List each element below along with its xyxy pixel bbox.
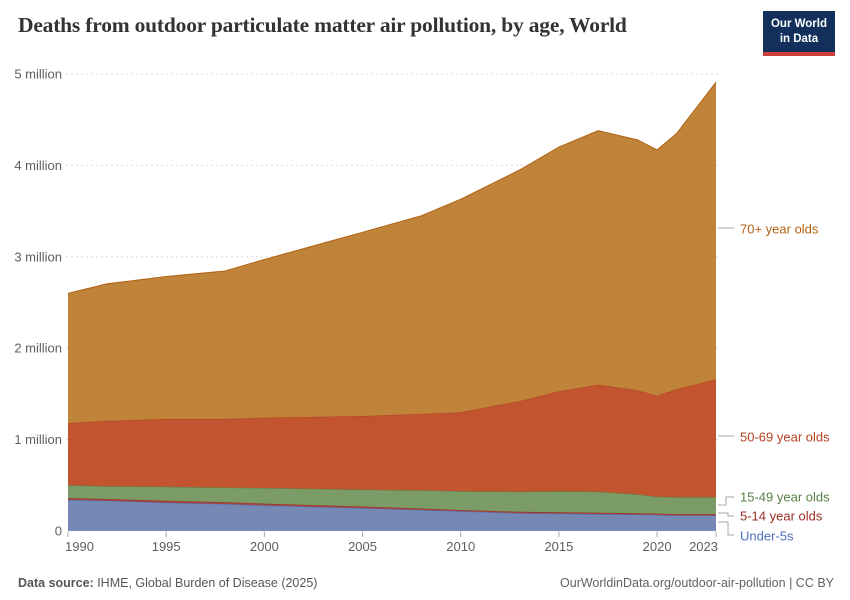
x-axis-label-1995: 1995 xyxy=(152,539,181,554)
legend-connector-under-5s xyxy=(718,521,734,536)
y-axis-label-0: 0 xyxy=(55,524,62,539)
y-axis-label-1: 1 million xyxy=(14,432,62,447)
area-70-year-olds[interactable] xyxy=(68,82,716,424)
owid-logo-line2: in Data xyxy=(779,32,819,45)
x-axis-label-2020: 2020 xyxy=(643,539,672,554)
license-label[interactable]: CC BY xyxy=(795,576,834,590)
data-source-text: IHME, Global Burden of Disease (2025) xyxy=(93,576,318,590)
x-axis-label-2000: 2000 xyxy=(250,539,279,554)
data-source: Data source: IHME, Global Burden of Dise… xyxy=(18,576,317,590)
y-axis-label-5: 5 million xyxy=(14,67,62,82)
owid-logo-line1: Our World xyxy=(770,18,827,30)
x-axis-label-2010: 2010 xyxy=(446,539,475,554)
x-axis-label-2023: 2023 xyxy=(689,539,718,554)
page-title: Deaths from outdoor particulate matter a… xyxy=(18,13,627,37)
owid-url-link[interactable]: OurWorldinData.org/outdoor-air-pollution xyxy=(560,576,786,590)
legend-connector-5-14-year-olds xyxy=(718,512,734,517)
footer-attribution: OurWorldinData.org/outdoor-air-pollution… xyxy=(560,576,834,590)
legend-label-15-49-year-olds[interactable]: 15-49 year olds xyxy=(740,490,830,505)
area-under-5s[interactable] xyxy=(68,499,716,531)
legend-connector-15-49-year-olds xyxy=(718,496,734,506)
y-axis-label-2: 2 million xyxy=(14,341,62,356)
data-source-label: Data source: xyxy=(18,576,94,590)
legend-label-5-14-year-olds[interactable]: 5-14 year olds xyxy=(740,509,823,524)
area-50-69-year-olds[interactable] xyxy=(68,379,716,498)
boundary-70-year-olds xyxy=(67,81,717,294)
license-separator: | xyxy=(785,576,796,590)
legend-label-under-5s[interactable]: Under-5s xyxy=(740,529,794,544)
y-axis-label-4: 4 million xyxy=(14,158,62,173)
x-axis-label-2005: 2005 xyxy=(348,539,377,554)
y-axis-label-3: 3 million xyxy=(14,249,62,264)
x-axis-label-2015: 2015 xyxy=(544,539,573,554)
x-axis-label-1990: 1990 xyxy=(65,539,94,554)
owid-logo[interactable]: Our World in Data xyxy=(762,11,835,56)
legend-label-50-69-year-olds[interactable]: 50-69 year olds xyxy=(740,430,830,445)
chart-footer: Data source: IHME, Global Burden of Dise… xyxy=(18,576,834,590)
area-15-49-year-olds[interactable] xyxy=(68,485,716,515)
legend-label-70-year-olds[interactable]: 70+ year olds xyxy=(740,222,819,237)
